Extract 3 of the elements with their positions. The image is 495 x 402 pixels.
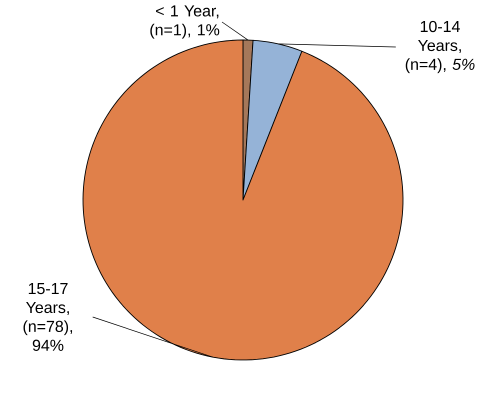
slice-label: 15-17 Years, (n=78), 94% xyxy=(24,283,72,351)
slice-label: 10-14 Years, (n=4), 5% xyxy=(406,20,475,74)
slice-label: < 1 Year, (n=1), 1% xyxy=(150,5,220,39)
